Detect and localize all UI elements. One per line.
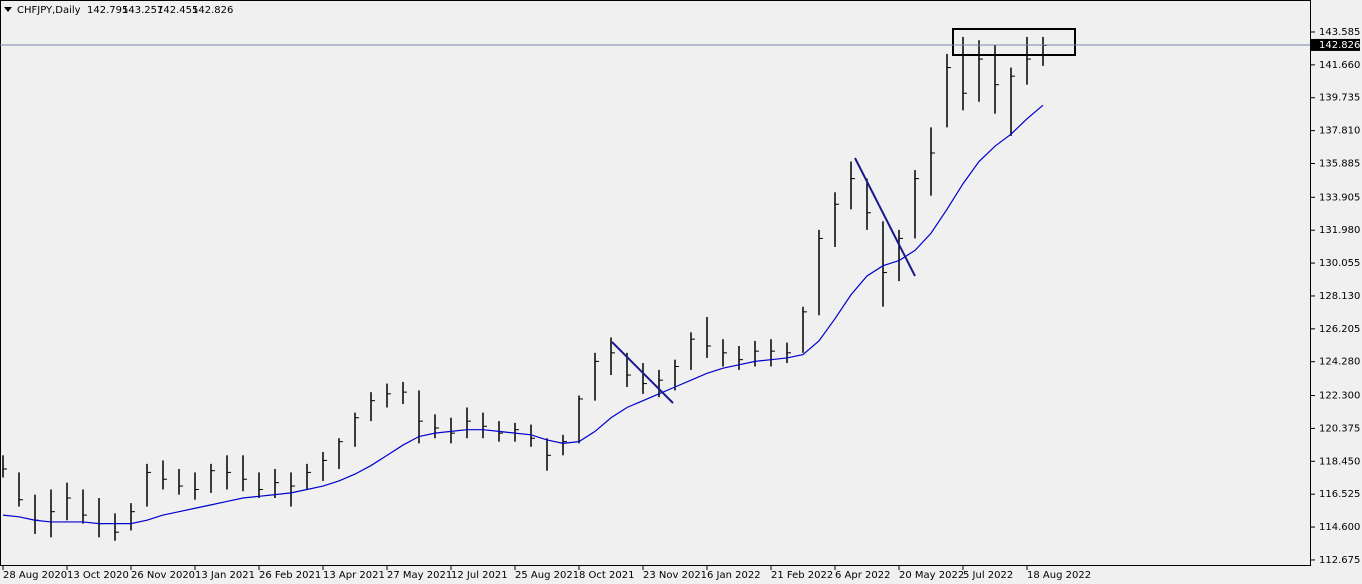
- y-tick-label: 131.980: [1319, 225, 1360, 236]
- y-tick-label: 112.675: [1319, 555, 1360, 566]
- y-tick-label: 139.735: [1319, 93, 1360, 104]
- x-tick-label: 13 Apr 2021: [323, 570, 385, 581]
- quote-close: 142.826: [192, 5, 233, 16]
- y-tick-label: 135.885: [1319, 158, 1360, 169]
- plot-frame: [0, 0, 1311, 566]
- y-tick-label: 118.450: [1319, 456, 1360, 467]
- y-tick-label: 133.905: [1319, 192, 1360, 203]
- y-tick-label: 124.280: [1319, 357, 1360, 368]
- trend-line: [854, 157, 916, 277]
- y-tick-label: 116.525: [1319, 489, 1360, 500]
- x-tick-label: 26 Nov 2020: [131, 570, 195, 581]
- symbol: CHFJPY,Daily: [17, 5, 81, 16]
- y-tick-label: 114.600: [1319, 522, 1360, 533]
- x-tick-label: 12 Jul 2021: [451, 570, 508, 581]
- x-tick-label: 18 Aug 2022: [1027, 570, 1091, 581]
- trend-line: [611, 341, 674, 404]
- x-tick-label: 6 Jan 2022: [707, 570, 761, 581]
- x-tick-label: 6 Apr 2022: [835, 570, 890, 581]
- x-tick-label: 23 Nov 2021: [643, 570, 707, 581]
- y-tick-label: 128.130: [1319, 291, 1360, 302]
- x-tick-label: 21 Feb 2022: [771, 570, 833, 581]
- y-tick-label: 143.585: [1319, 27, 1360, 38]
- y-tick-label: 120.375: [1319, 423, 1360, 434]
- current-price-box: [1311, 38, 1360, 51]
- quote-high: 143.257: [122, 5, 163, 16]
- y-tick-label: 126.205: [1319, 324, 1360, 335]
- x-tick-label: 25 Aug 2021: [515, 570, 579, 581]
- y-tick-label: 130.055: [1319, 258, 1360, 269]
- y-tick-label: 137.810: [1319, 126, 1360, 137]
- quote-open: 142.795: [87, 5, 128, 16]
- moving-average: [2, 104, 1044, 525]
- quote-low: 142.455: [157, 5, 198, 16]
- highlight-box: [952, 28, 1076, 56]
- x-tick-label: 27 May 2021: [387, 570, 452, 581]
- x-tick-label: 20 May 2022: [899, 570, 964, 581]
- x-tick-label: 13 Jan 2021: [195, 570, 255, 581]
- x-tick-label: 5 Jul 2022: [963, 570, 1013, 581]
- y-tick-label: 141.660: [1319, 60, 1360, 71]
- x-tick-label: 13 Oct 2020: [67, 570, 129, 581]
- series-layer: [2, 36, 1047, 541]
- x-tick-label: 26 Feb 2021: [259, 570, 321, 581]
- x-tick-label: 8 Oct 2021: [579, 570, 634, 581]
- menu-arrow: [4, 7, 12, 12]
- x-tick-label: 28 Aug 2020: [3, 570, 67, 581]
- y-tick-label: 122.300: [1319, 391, 1360, 402]
- current-price-label: 142.826: [1319, 40, 1360, 51]
